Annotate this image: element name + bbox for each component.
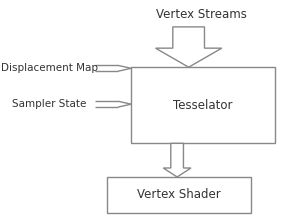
Bar (107, 177, 251, 213)
Text: Vertex Shader: Vertex Shader (137, 188, 220, 201)
Polygon shape (156, 27, 222, 67)
Bar (131, 67, 275, 143)
Text: Sampler State: Sampler State (12, 99, 86, 109)
Text: Tesselator: Tesselator (173, 99, 233, 112)
Text: Displacement Map: Displacement Map (1, 63, 98, 73)
Text: Vertex Streams: Vertex Streams (156, 8, 247, 21)
Polygon shape (163, 143, 191, 177)
